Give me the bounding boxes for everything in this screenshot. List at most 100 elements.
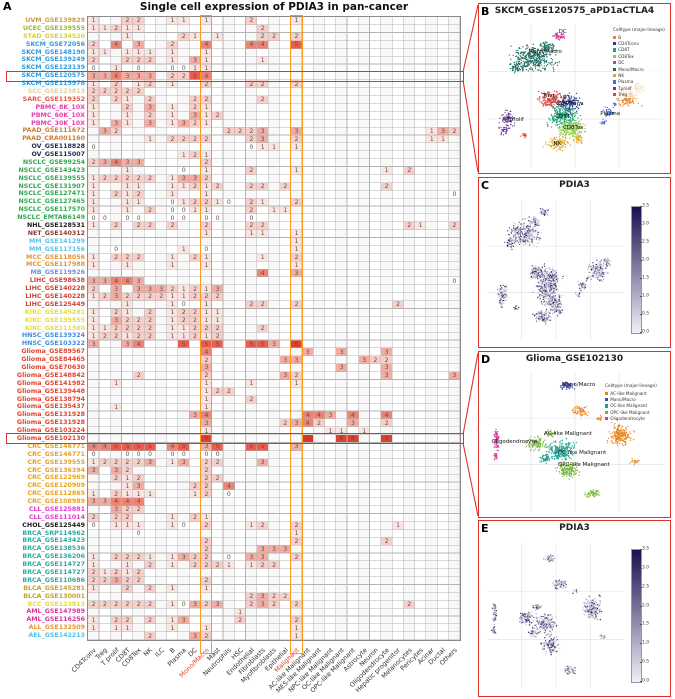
- heatmap-cell: 2: [110, 474, 122, 483]
- heatmap-cell: 3: [110, 293, 122, 301]
- heatmap-cell: 2: [133, 17, 145, 25]
- heatmap-cell: 3: [212, 285, 224, 293]
- heatmap-cell: 1: [279, 206, 291, 215]
- umap-cluster-label: AC-like Malignant: [544, 430, 592, 437]
- legend-swatch: [605, 417, 609, 421]
- heatmap-row-label: NSCLC_GSE143423: [18, 166, 85, 174]
- heatmap-cell: 1: [88, 324, 100, 333]
- heatmap-cell: 2: [166, 222, 179, 230]
- heatmap-cell: 3: [110, 505, 122, 514]
- heatmap-cell: 2: [110, 600, 122, 609]
- heatmap-cell: 1: [166, 48, 179, 57]
- panel-c-title: PDIA3: [559, 180, 590, 190]
- heatmap-cell: 2: [200, 482, 212, 491]
- heatmap-cell: 6: [347, 434, 359, 443]
- heatmap-cell: 2: [133, 253, 145, 262]
- heatmap-cell: 2: [200, 80, 212, 88]
- heatmap-cell: 4: [110, 72, 122, 81]
- colorbar-tickmark: [640, 314, 642, 315]
- heatmap-cell: 2: [212, 332, 224, 341]
- heatmap-cell: 2: [189, 324, 201, 333]
- heatmap-cell: 1: [290, 632, 303, 640]
- heatmap-cell: 2: [121, 576, 134, 585]
- heatmap-cell: 4: [88, 442, 100, 451]
- heatmap-cell: 1: [257, 143, 269, 152]
- heatmap-cell: 1: [88, 222, 100, 230]
- heatmap-row-label: KIRC_GSE111360: [24, 324, 85, 332]
- heatmap-cell: 5: [144, 442, 156, 451]
- heatmap-cell: 2: [121, 553, 134, 562]
- heatmap-cell: 5: [178, 340, 190, 349]
- heatmap-row-label: HNSC_GSE103322: [21, 340, 85, 348]
- heatmap-cell: 0: [121, 450, 134, 459]
- heatmap-cell: 1: [88, 103, 100, 112]
- heatmap-cell: 2: [212, 293, 224, 301]
- heatmap-cell: 4: [99, 442, 111, 451]
- colorbar: 3.5 3.0 2.5 2.0 1.5 1.0 0.5 0.0: [631, 204, 661, 335]
- heatmap-cell: 1: [200, 261, 212, 270]
- heatmap-cell: 0: [166, 450, 179, 459]
- heatmap-cell: 1: [166, 293, 179, 301]
- heatmap-cell: 5: [245, 340, 258, 349]
- heatmap-cell: 2: [234, 127, 246, 136]
- heatmap-cell: 2: [448, 222, 460, 230]
- connector-line: [462, 352, 479, 436]
- heatmap-cell: 2: [99, 174, 111, 183]
- heatmap-cell: 2: [290, 198, 303, 207]
- heatmap-cell: 2: [392, 300, 404, 309]
- heatmap-cell: 2: [110, 24, 122, 33]
- heatmap-cell: 1: [133, 24, 145, 33]
- heatmap-cell: 2: [99, 293, 111, 301]
- colorbar-tickmark: [640, 278, 642, 279]
- heatmap-cell: 3: [257, 458, 269, 467]
- heatmap-cell: 2: [200, 222, 212, 230]
- heatmap-cell: 2: [245, 135, 258, 144]
- heatmap-cell: 2: [110, 308, 122, 317]
- heatmap-cell: 2: [133, 371, 145, 380]
- panel-e: E PDIA3 3.5 3.0 2.5 2.0 1.5 1.0 0.5 0.0: [478, 520, 671, 697]
- heatmap-cell: 0: [212, 450, 224, 459]
- heatmap-cell: 2: [88, 158, 100, 167]
- heatmap-cell: 0: [166, 206, 179, 215]
- heatmap-cell: 1: [121, 474, 134, 483]
- panel-e-title: PDIA3: [559, 523, 590, 533]
- heatmap-row-label: PBMC_30K_10X: [31, 119, 85, 127]
- heatmap-row-label: CRC_GSE146771: [27, 442, 85, 450]
- heatmap-cell: 2: [144, 584, 156, 593]
- heatmap-cell: 2: [189, 316, 201, 325]
- heatmap-cell: 1: [200, 119, 212, 128]
- legend-swatch: [613, 48, 617, 52]
- heatmap-cell: 2: [290, 521, 303, 530]
- heatmap-cell: 2: [212, 561, 224, 569]
- heatmap-cell: 3: [144, 458, 156, 467]
- legend-item: OPC-like Malignant: [605, 409, 667, 415]
- heatmap-cell: 3: [189, 56, 201, 65]
- heatmap-cell: 2: [133, 293, 145, 301]
- heatmap-row-label: HNSC_GSE139324: [21, 332, 85, 340]
- heatmap-row-label: CRC_GSE136394: [27, 466, 85, 474]
- heatmap-cell: 3: [290, 419, 303, 428]
- heatmap-row-label: UVM_GSE139829: [25, 17, 85, 24]
- heatmap-cell: 4: [166, 442, 179, 451]
- heatmap-cell: 2: [189, 285, 201, 293]
- legend-swatch: [605, 410, 609, 414]
- heatmap-cell: 1: [166, 458, 179, 467]
- heatmap-cell: 2: [121, 513, 134, 522]
- heatmap-cell: 2: [381, 537, 393, 546]
- heatmap-cell: 2: [257, 561, 269, 569]
- heatmap-cell: 1: [212, 32, 224, 41]
- heatmap-cell: 1: [166, 316, 179, 325]
- heatmap-cell: 1: [200, 403, 212, 412]
- heatmap-cell: 2: [133, 458, 145, 467]
- heatmap-cell: 1: [200, 332, 212, 341]
- heatmap-cell: 2: [257, 80, 269, 88]
- heatmap-cell: 5: [212, 340, 224, 349]
- heatmap-cell: 2: [144, 316, 156, 325]
- heatmap-row-label: Glioma_GSE131928: [16, 411, 85, 419]
- heatmap-cell: 2: [110, 95, 122, 104]
- colorbar-tick-label: 0.0: [642, 678, 649, 684]
- heatmap-cell: 5: [245, 442, 258, 451]
- heatmap-cell: 3: [99, 158, 111, 167]
- heatmap-cell: 0: [133, 450, 145, 459]
- heatmap-cell: 2: [223, 387, 235, 396]
